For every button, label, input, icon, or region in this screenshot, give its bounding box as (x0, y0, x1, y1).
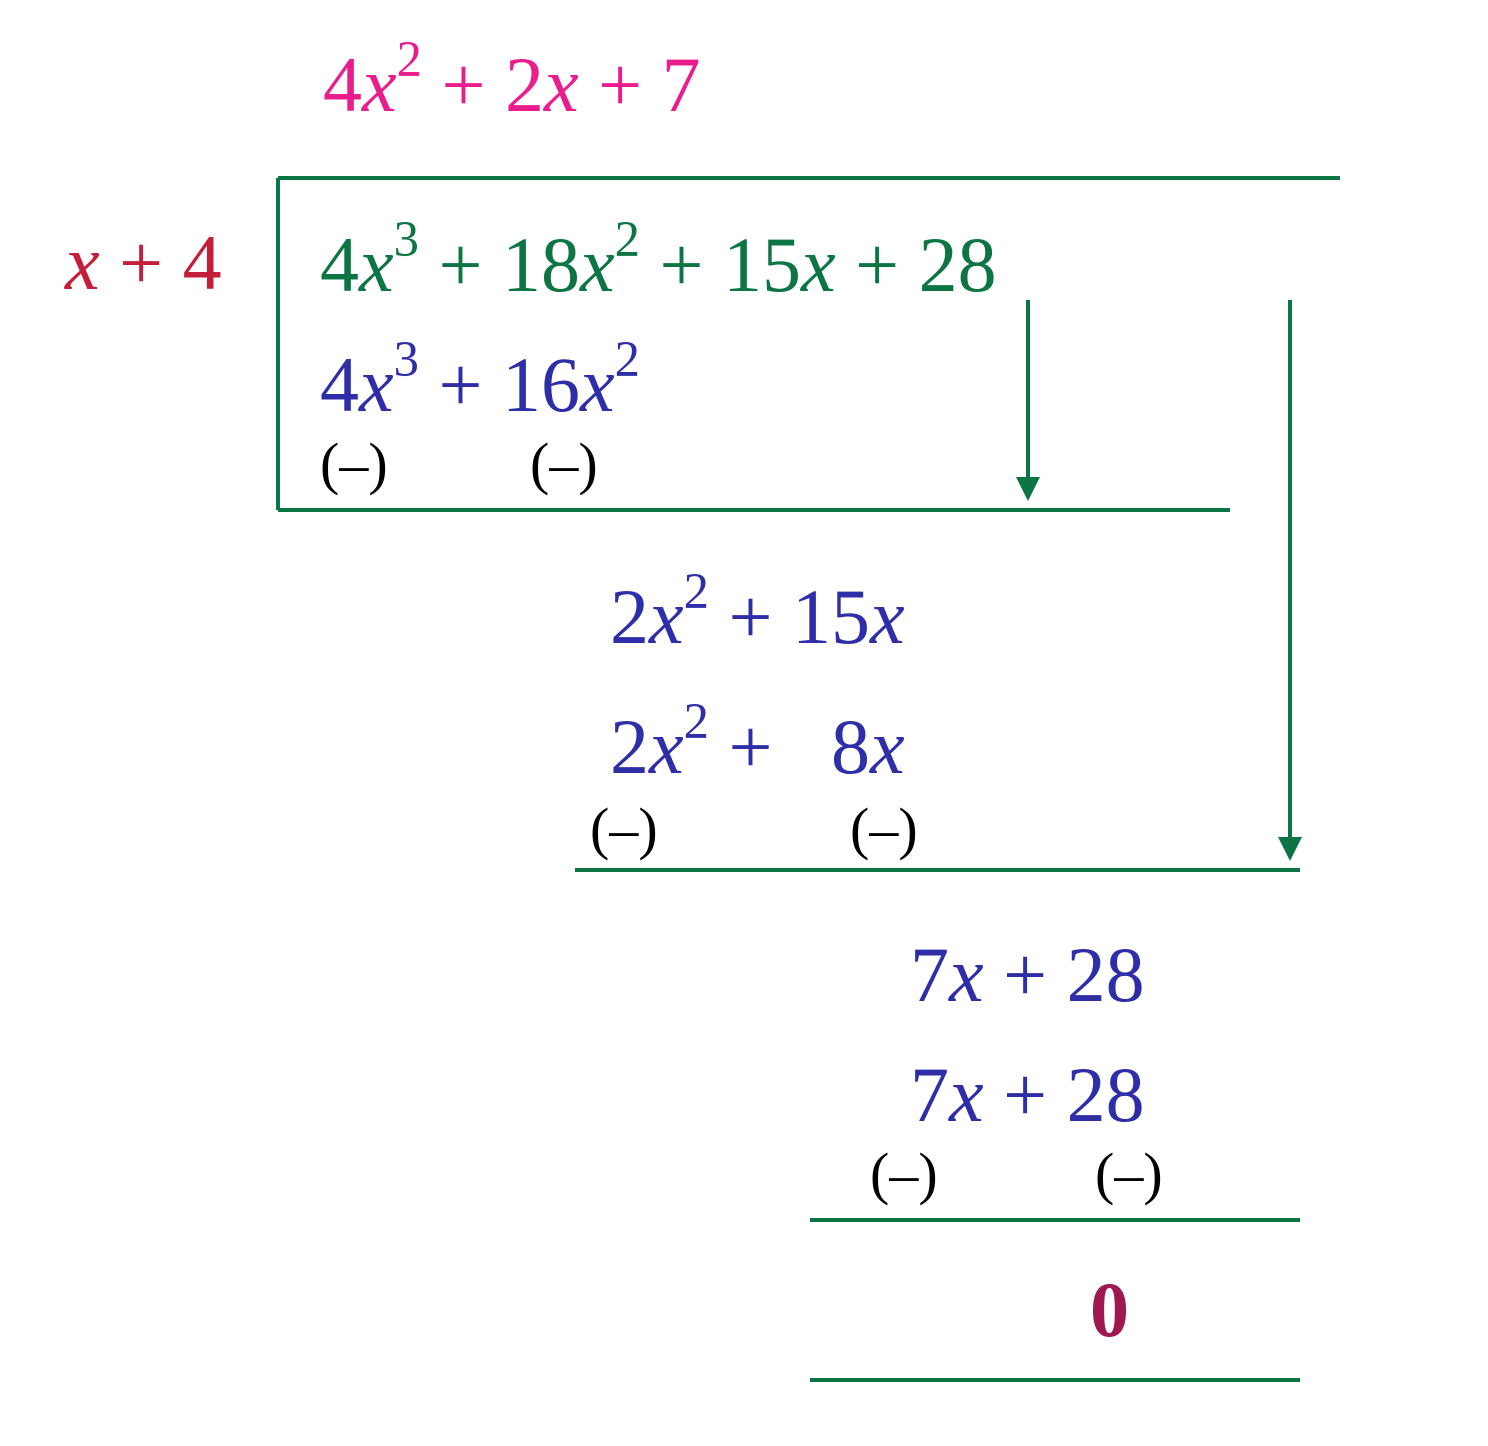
q-v1: x (362, 41, 397, 128)
sign-3a: (–) (870, 1140, 938, 1207)
quotient: 4x2 + 2x + 7 (323, 38, 701, 130)
sign-2b: (–) (850, 795, 918, 862)
d-op: + (100, 219, 183, 306)
q-c3: 7 (662, 41, 701, 128)
s1-v2: x (580, 341, 615, 428)
s2b-v1: x (649, 703, 684, 790)
s1-op1: + (419, 341, 502, 428)
step3b: 7x + 28 (910, 1050, 1145, 1140)
step2a: 2x2 + 15x (610, 570, 905, 662)
dv-op1: + (419, 221, 502, 308)
dv-v1: x (359, 221, 394, 308)
dv-e2: 2 (615, 211, 640, 267)
s1-v1: x (359, 341, 394, 428)
sign-2a: (–) (590, 795, 658, 862)
s2b-c1: 2 (610, 703, 649, 790)
d-v: x (65, 219, 100, 306)
arrow-1 (1016, 300, 1040, 501)
sign-3b: (–) (1095, 1140, 1163, 1207)
remainder: 0 (1090, 1265, 1129, 1355)
sign-1b: (–) (530, 430, 598, 497)
s3b-op1: + (984, 1051, 1067, 1138)
dv-c1: 4 (320, 221, 359, 308)
s2b-v2: x (870, 703, 905, 790)
s2b-c2: 8 (831, 703, 870, 790)
s2a-c1: 2 (610, 573, 649, 660)
q-v2: x (544, 41, 579, 128)
s2a-c2: 15 (792, 573, 870, 660)
s3a-c1: 7 (910, 931, 949, 1018)
q-e1: 2 (397, 31, 422, 87)
s2a-op1: + (709, 573, 792, 660)
q-op2: + (579, 41, 662, 128)
dv-op2: + (640, 221, 723, 308)
dv-c2: 18 (502, 221, 580, 308)
s3a-v1: x (949, 931, 984, 1018)
divisor: x + 4 (65, 218, 222, 308)
dv-v2: x (580, 221, 615, 308)
s1-c2: 16 (502, 341, 580, 428)
s2b-e1: 2 (684, 693, 709, 749)
s3b-c2: 28 (1067, 1051, 1145, 1138)
s2a-v2: x (870, 573, 905, 660)
dv-c3: 15 (723, 221, 801, 308)
step1: 4x3 + 16x2 (320, 338, 640, 430)
s2a-v1: x (649, 573, 684, 660)
s1-e1: 3 (394, 331, 419, 387)
long-division-diagram: 4x2 + 2x + 7 x + 4 4x3 + 18x2 + 15x + 28… (0, 0, 1488, 1446)
s2a-e1: 2 (684, 563, 709, 619)
dv-c4: 28 (919, 221, 997, 308)
q-c1: 4 (323, 41, 362, 128)
s1-e2: 2 (615, 331, 640, 387)
s1-c1: 4 (320, 341, 359, 428)
q-op1: + (422, 41, 505, 128)
s3a-c2: 28 (1067, 931, 1145, 1018)
dv-e1: 3 (394, 211, 419, 267)
s2b-sp (792, 703, 831, 790)
s2b-op1: + (709, 703, 792, 790)
dv-op3: + (836, 221, 919, 308)
q-c2: 2 (505, 41, 544, 128)
sign-1a: (–) (320, 430, 388, 497)
s3b-c1: 7 (910, 1051, 949, 1138)
s3b-v1: x (949, 1051, 984, 1138)
step3a: 7x + 28 (910, 930, 1145, 1020)
dv-v3: x (801, 221, 836, 308)
arrow-2 (1278, 300, 1302, 861)
step2b: 2x2 + 8x (610, 700, 905, 792)
d-c: 4 (183, 219, 222, 306)
s3a-op1: + (984, 931, 1067, 1018)
dividend: 4x3 + 18x2 + 15x + 28 (320, 218, 997, 310)
